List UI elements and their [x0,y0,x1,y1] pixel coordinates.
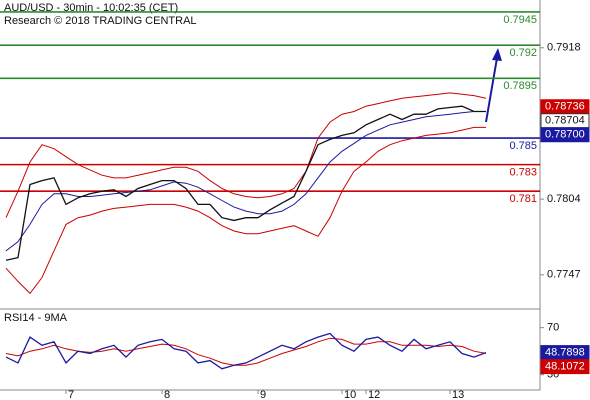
price-tag-label: 0.78700 [545,129,585,141]
level-label: 0.785 [509,140,537,152]
y-tick-label: 0.7918 [547,42,581,54]
projection-arrow [485,48,502,123]
series-line [5,126,486,295]
price-tag [540,127,590,143]
series-line [5,332,487,370]
chart-title: AUD/USD - 30min - 10:02:35 (CET) [4,2,178,14]
y-tick-label: 70 [547,322,559,334]
level-label: 0.7895 [503,80,537,92]
price-tag-label: 0.78704 [545,115,585,127]
arrow-head [492,48,502,61]
y-tick-label: 0.7747 [547,269,581,281]
x-tick-label: 8 [164,389,170,400]
level-label: 0.783 [509,167,537,179]
x-tick-label: 10 [344,389,356,400]
series-line [5,92,487,218]
series-line [5,111,486,252]
level-label: 0.792 [509,47,537,59]
level-label: 0.7945 [503,14,537,26]
price-tag [540,359,590,375]
chart-subtitle: Research © 2018 TRADING CENTRAL [4,15,197,27]
arrow-shaft [485,57,498,123]
series-line [5,337,487,366]
indicator-title: RSI14 - 9MA [4,312,68,324]
y-tick-label: 0.7804 [547,193,581,205]
price-tag-label: 48.7898 [545,347,585,359]
x-tick-label: 7 [68,389,74,400]
level-label: 0.781 [509,193,537,205]
price-tag-label: 48.1072 [545,361,585,373]
series-line [5,105,486,261]
x-tick-label: 12 [368,389,380,400]
price-tag-label: 0.78736 [545,101,585,113]
x-tick-label: 9 [260,389,266,400]
x-tick-label: 13 [452,389,464,400]
